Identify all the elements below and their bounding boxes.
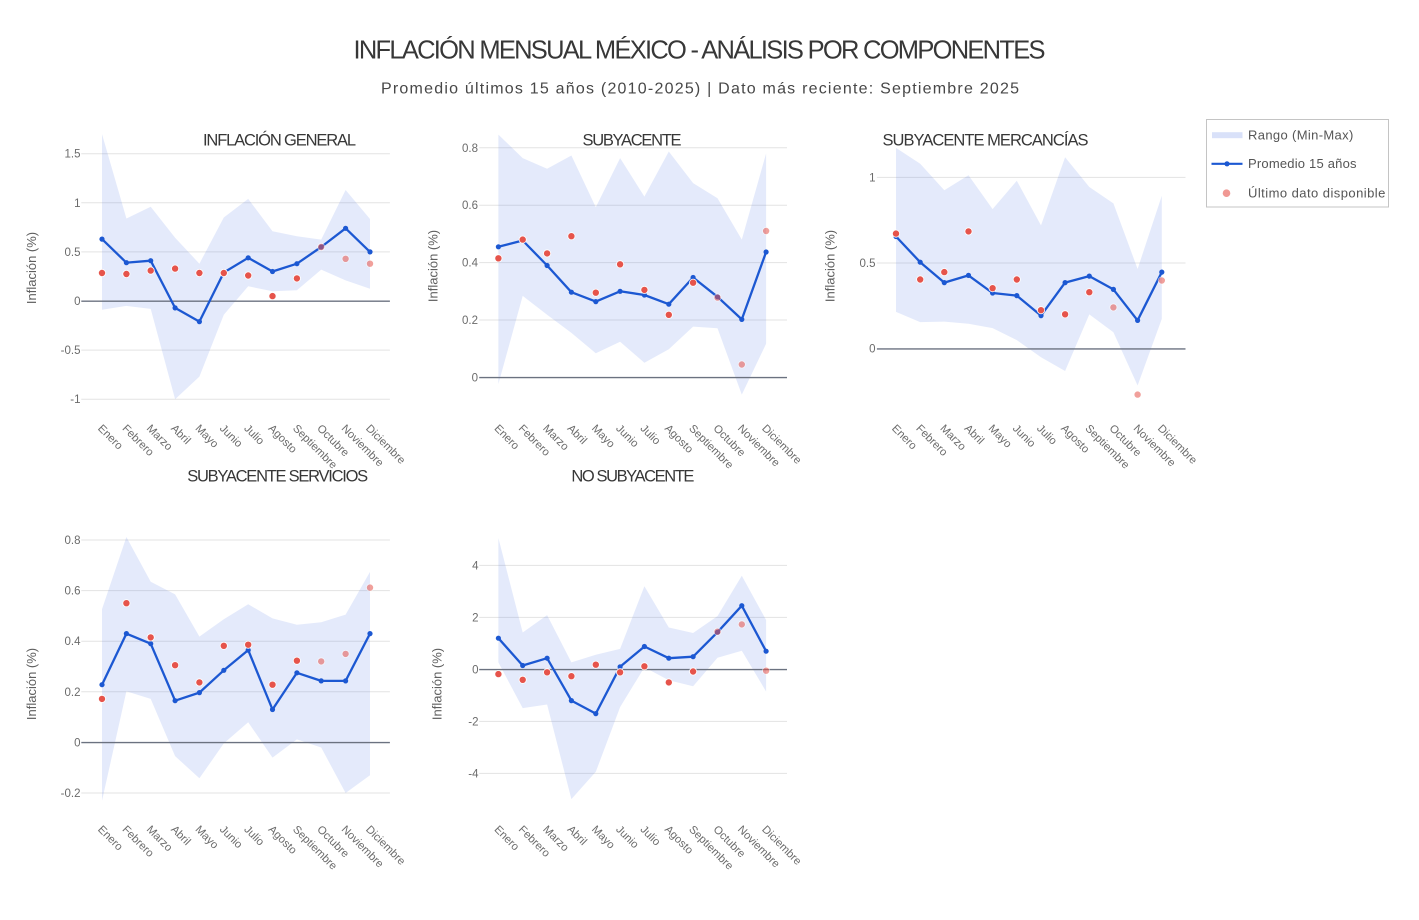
svg-text:SUBYACENTE: SUBYACENTE — [583, 132, 682, 150]
svg-text:0: 0 — [74, 737, 80, 749]
svg-text:NO SUBYACENTE: NO SUBYACENTE — [571, 468, 694, 486]
svg-text:0.5: 0.5 — [860, 258, 876, 270]
svg-text:1.5: 1.5 — [65, 149, 81, 161]
svg-text:-1: -1 — [70, 394, 80, 406]
svg-text:-0.5: -0.5 — [61, 345, 81, 357]
svg-text:0.6: 0.6 — [462, 200, 478, 212]
svg-text:Último dato disponible: Último dato disponible — [1248, 185, 1386, 200]
svg-text:-0.2: -0.2 — [61, 788, 81, 800]
svg-text:SUBYACENTE MERCANCÍAS: SUBYACENTE MERCANCÍAS — [883, 131, 1089, 150]
svg-text:0: 0 — [74, 296, 80, 308]
svg-text:0.4: 0.4 — [65, 636, 82, 648]
svg-text:0.5: 0.5 — [65, 247, 81, 259]
svg-text:-4: -4 — [468, 768, 479, 780]
svg-text:Promedio últimos 15 años (2010: Promedio últimos 15 años (2010-2025) | D… — [381, 81, 1019, 98]
svg-text:0.4: 0.4 — [462, 258, 479, 270]
svg-text:0.8: 0.8 — [462, 143, 478, 155]
svg-text:0.8: 0.8 — [65, 535, 81, 547]
svg-text:Rango (Min-Max): Rango (Min-Max) — [1248, 128, 1354, 143]
svg-text:0.2: 0.2 — [462, 315, 478, 327]
svg-text:Inflación (%): Inflación (%) — [24, 648, 39, 720]
svg-text:4: 4 — [472, 560, 479, 572]
svg-text:Promedio 15 años: Promedio 15 años — [1248, 156, 1357, 171]
svg-text:2: 2 — [472, 612, 478, 624]
svg-text:SUBYACENTE SERVICIOS: SUBYACENTE SERVICIOS — [187, 468, 368, 486]
svg-text:0.6: 0.6 — [65, 586, 81, 598]
svg-text:Inflación (%): Inflación (%) — [430, 648, 445, 720]
svg-text:0: 0 — [472, 372, 478, 384]
svg-text:0.2: 0.2 — [65, 687, 81, 699]
svg-text:INFLACIÓN GENERAL: INFLACIÓN GENERAL — [203, 131, 356, 150]
svg-text:0: 0 — [869, 344, 875, 356]
svg-text:1: 1 — [869, 172, 875, 184]
svg-text:-2: -2 — [468, 716, 478, 728]
svg-text:Inflación (%): Inflación (%) — [823, 230, 838, 302]
svg-text:1: 1 — [74, 198, 80, 210]
svg-text:0: 0 — [472, 664, 478, 676]
svg-text:Inflación (%): Inflación (%) — [24, 232, 39, 304]
svg-text:INFLACIÓN MENSUAL MÉXICO - ANÁ: INFLACIÓN MENSUAL MÉXICO - ANÁLISIS POR … — [354, 36, 1046, 65]
svg-text:Inflación (%): Inflación (%) — [426, 230, 441, 302]
